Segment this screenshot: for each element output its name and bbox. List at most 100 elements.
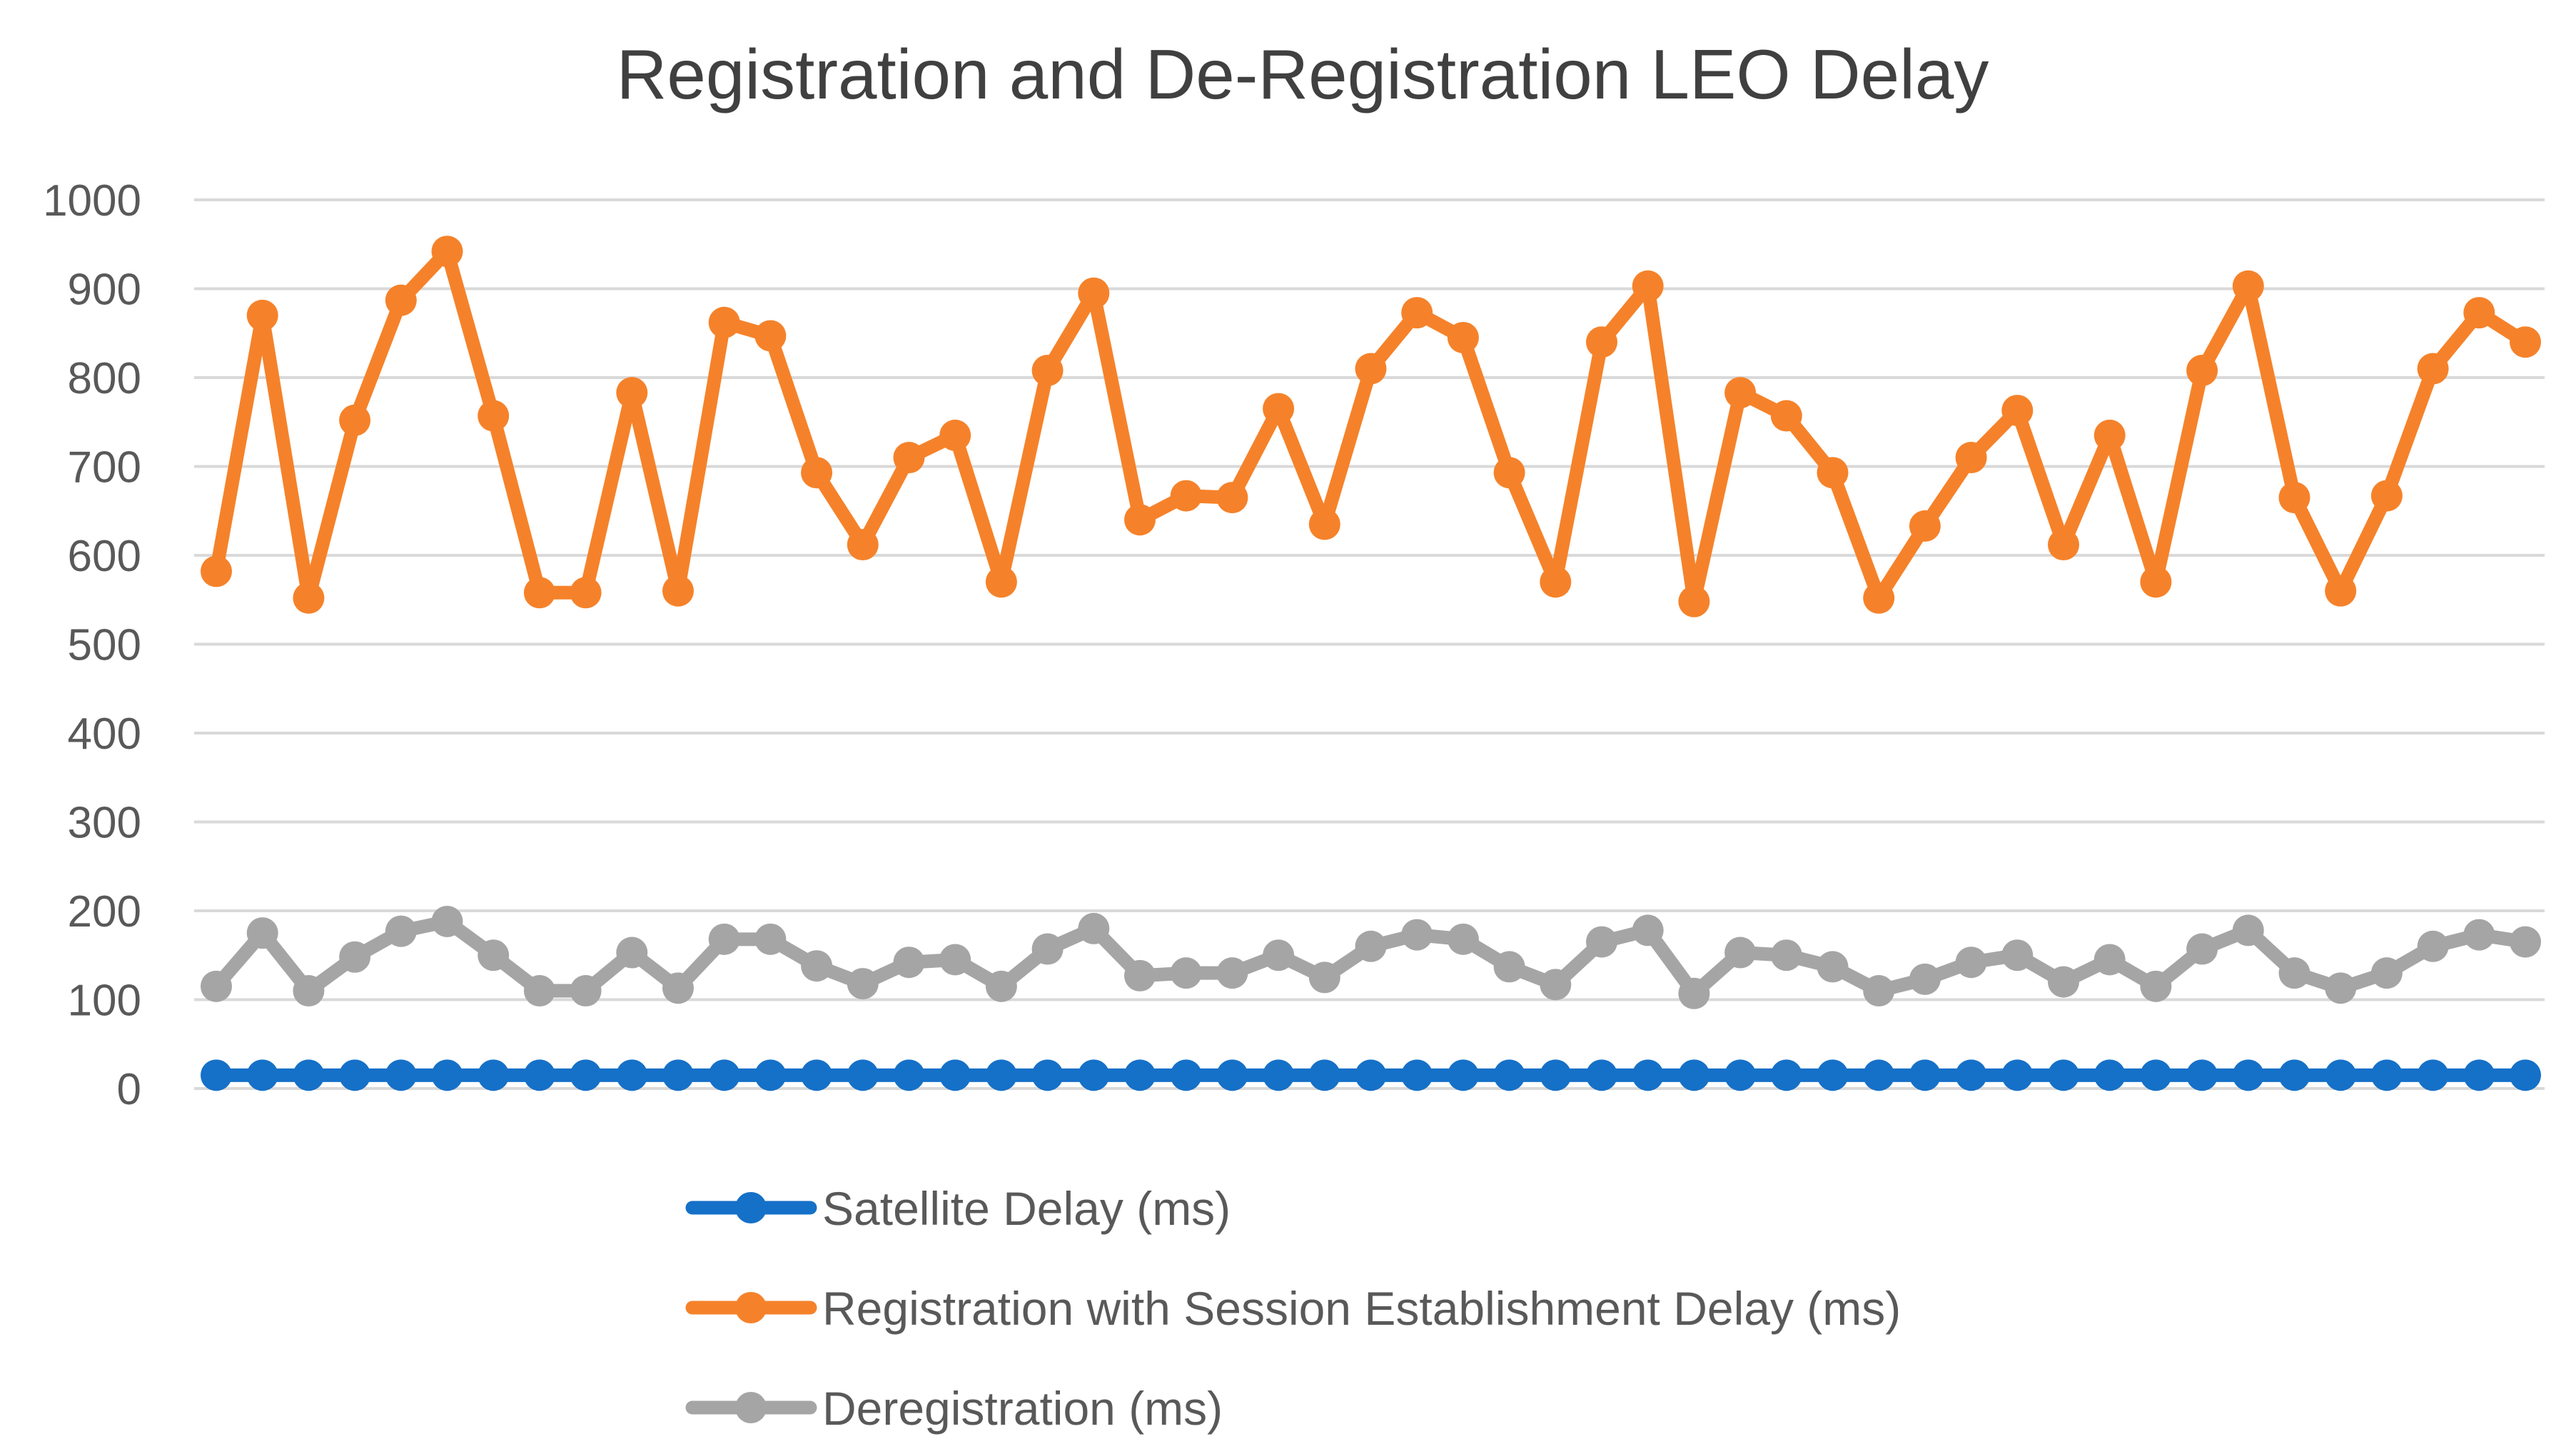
data-point bbox=[1447, 321, 1479, 353]
data-point bbox=[1678, 585, 1710, 617]
data-point bbox=[801, 457, 833, 489]
data-point bbox=[246, 917, 278, 949]
data-point bbox=[985, 970, 1017, 1002]
y-tick-label: 400 bbox=[68, 710, 141, 759]
y-tick-label: 600 bbox=[68, 532, 141, 581]
data-point bbox=[2001, 1059, 2034, 1091]
data-point bbox=[1817, 1059, 1849, 1091]
data-point bbox=[1308, 1059, 1340, 1091]
legend-marker bbox=[735, 1192, 767, 1223]
data-point bbox=[1355, 1059, 1387, 1091]
data-point bbox=[1078, 277, 1110, 309]
series-3 bbox=[201, 905, 2541, 1009]
data-point bbox=[1678, 977, 1710, 1009]
data-point bbox=[1586, 1059, 1617, 1091]
data-point bbox=[1632, 270, 1664, 302]
data-point bbox=[1263, 1059, 1295, 1091]
data-point bbox=[293, 582, 325, 614]
data-point bbox=[939, 1059, 971, 1091]
data-point bbox=[2370, 480, 2403, 512]
data-point bbox=[1031, 933, 1064, 965]
data-point bbox=[1863, 975, 1895, 1007]
data-point bbox=[1817, 951, 1849, 983]
data-point bbox=[893, 1059, 925, 1091]
data-point bbox=[616, 936, 648, 969]
data-point bbox=[246, 1059, 278, 1091]
data-point bbox=[1493, 457, 1525, 489]
data-point bbox=[1170, 957, 1202, 989]
data-point bbox=[662, 1059, 694, 1091]
data-point bbox=[431, 236, 463, 268]
data-point bbox=[523, 1059, 555, 1091]
data-point bbox=[2093, 419, 2126, 451]
data-point bbox=[2463, 1059, 2495, 1091]
data-point bbox=[708, 306, 740, 338]
y-tick-label: 100 bbox=[68, 976, 141, 1026]
data-point bbox=[985, 1059, 1017, 1091]
data-point bbox=[1955, 442, 1987, 474]
data-point bbox=[1447, 1059, 1479, 1091]
data-point bbox=[2048, 529, 2079, 561]
data-point bbox=[708, 1059, 740, 1091]
data-point bbox=[2278, 957, 2310, 989]
data-point bbox=[1170, 1059, 1202, 1091]
data-point bbox=[201, 555, 232, 587]
data-point bbox=[2463, 297, 2495, 329]
data-point bbox=[1724, 936, 1757, 969]
data-point bbox=[1308, 508, 1340, 540]
y-axis-tick-labels: 0 100 200 300 400 500 600 700 800 900 1000 bbox=[43, 176, 141, 1114]
data-point bbox=[708, 923, 740, 955]
data-point bbox=[385, 284, 417, 316]
data-point bbox=[1724, 377, 1757, 409]
data-point bbox=[2001, 939, 2034, 971]
data-point bbox=[985, 566, 1017, 598]
data-point bbox=[2370, 957, 2403, 989]
data-point bbox=[339, 941, 371, 973]
data-point bbox=[1909, 510, 1941, 542]
data-point bbox=[1863, 582, 1895, 614]
legend-item-3: Deregistration (ms) bbox=[685, 1382, 1223, 1435]
data-point bbox=[2325, 1059, 2357, 1091]
data-point bbox=[1540, 969, 1572, 1001]
data-point bbox=[2186, 1059, 2218, 1091]
data-point bbox=[385, 915, 417, 947]
data-point bbox=[2417, 930, 2449, 962]
y-tick-label: 1000 bbox=[43, 176, 141, 226]
data-point bbox=[847, 968, 879, 1000]
data-point bbox=[1355, 930, 1387, 962]
y-tick-label: 0 bbox=[117, 1065, 141, 1114]
data-point bbox=[431, 905, 463, 937]
data-point bbox=[2510, 326, 2541, 358]
series-group bbox=[201, 236, 2541, 1091]
data-point bbox=[570, 577, 602, 609]
data-point bbox=[2278, 482, 2310, 514]
data-point bbox=[1955, 1059, 1987, 1091]
data-point bbox=[339, 404, 371, 436]
data-point bbox=[1724, 1059, 1757, 1091]
data-point bbox=[339, 1059, 371, 1091]
data-point bbox=[2048, 966, 2079, 998]
data-point bbox=[246, 299, 278, 331]
data-point bbox=[847, 1059, 879, 1091]
data-point bbox=[1909, 1059, 1941, 1091]
data-point bbox=[1863, 1059, 1895, 1091]
legend-label: Registration with Session Establishment … bbox=[822, 1282, 1901, 1335]
y-tick-label: 200 bbox=[68, 887, 141, 936]
data-point bbox=[431, 1059, 463, 1091]
data-point bbox=[939, 944, 971, 976]
data-point bbox=[1632, 1059, 1664, 1091]
data-point bbox=[939, 419, 971, 451]
data-point bbox=[616, 1059, 648, 1091]
data-point bbox=[2001, 395, 2034, 427]
data-point bbox=[2186, 355, 2218, 387]
data-point bbox=[2325, 575, 2357, 607]
data-point bbox=[1031, 355, 1064, 387]
data-point bbox=[1909, 963, 1941, 995]
data-point bbox=[1124, 959, 1156, 991]
data-point bbox=[2278, 1059, 2310, 1091]
data-point bbox=[893, 442, 925, 474]
data-point bbox=[1263, 939, 1295, 971]
y-tick-label: 700 bbox=[68, 443, 141, 493]
data-point bbox=[801, 1059, 833, 1091]
